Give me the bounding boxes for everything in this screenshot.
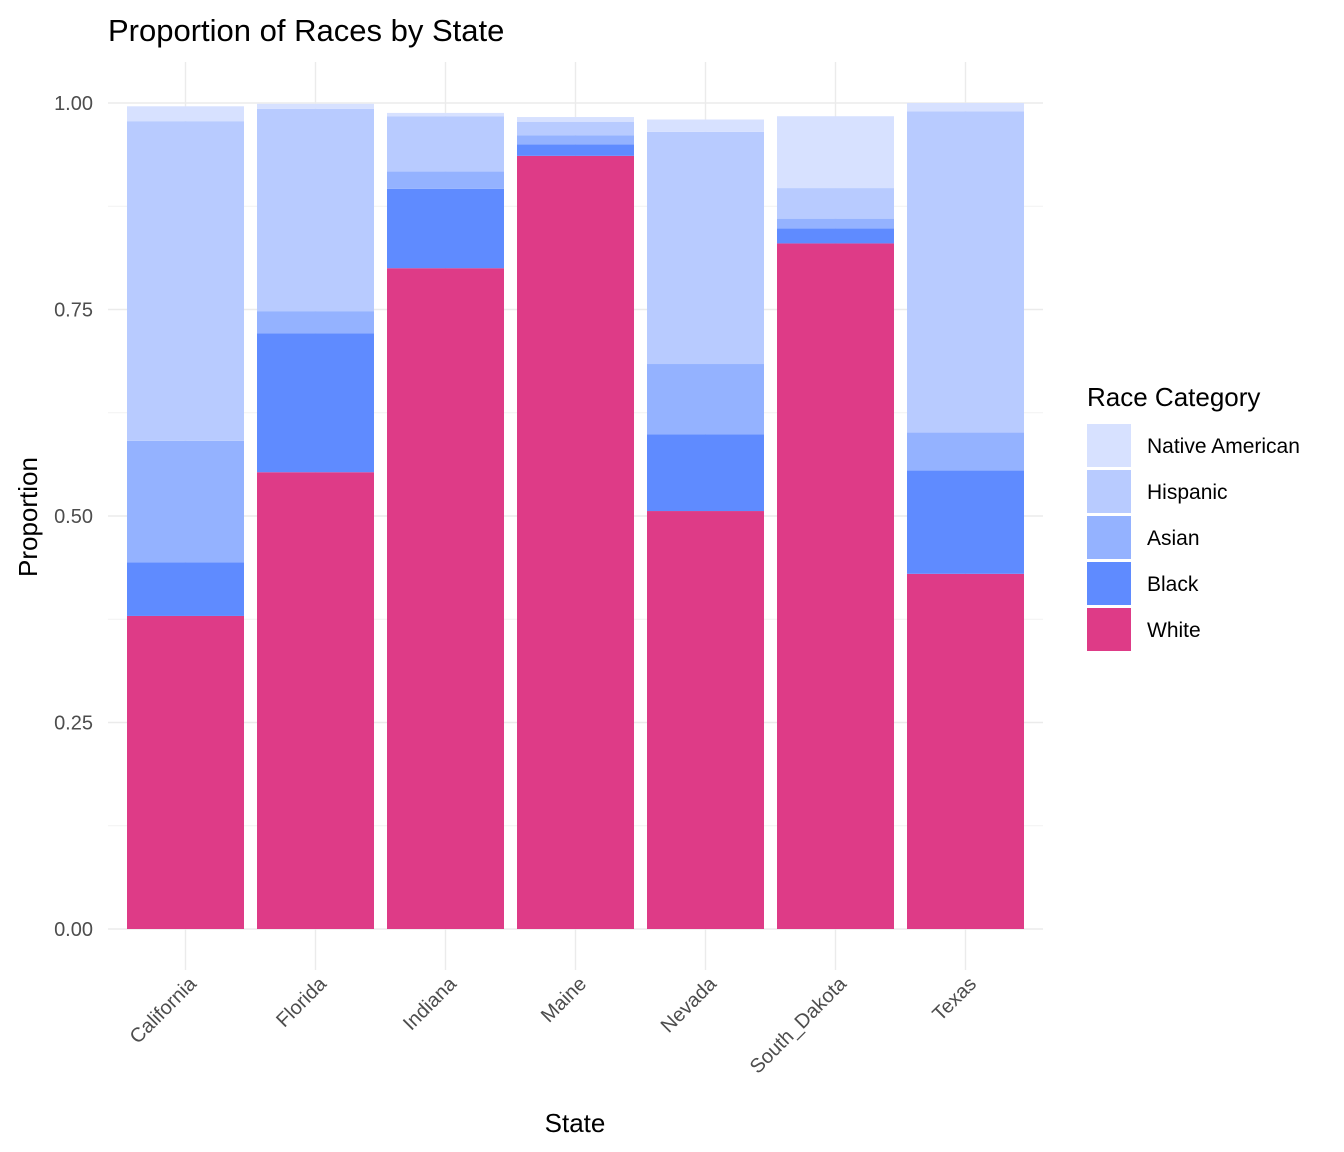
bar-segment-hispanic	[387, 116, 504, 172]
bar-segment-black	[387, 188, 504, 269]
x-axis-ticks: California Florida Indiana Maine Nevada South…	[126, 972, 981, 1078]
bar-segment-native-american	[387, 112, 504, 117]
legend-title: Race Category	[1087, 382, 1260, 412]
bar-segment-asian	[127, 440, 244, 563]
legend-key-asian	[1087, 516, 1131, 559]
bar-segment-black	[777, 228, 894, 244]
bar-segment-native-american	[257, 103, 374, 109]
bar-segment-black	[517, 144, 634, 156]
bar-segment-hispanic	[907, 111, 1024, 433]
x-tick-label: Nevada	[657, 972, 722, 1037]
bar-segment-native-american	[907, 103, 1024, 112]
bar-segment-white	[907, 573, 1024, 929]
bar-segment-asian	[387, 171, 504, 189]
x-tick-label: South_Dakota	[746, 972, 852, 1078]
y-tick-label: 0.75	[54, 300, 93, 322]
y-tick-label: 1.00	[54, 93, 93, 115]
legend-label: Black	[1147, 573, 1199, 596]
bar-segment-asian	[257, 311, 374, 334]
bar-segment-black	[907, 470, 1024, 574]
bar-segment-white	[387, 268, 504, 929]
bar-segment-black	[127, 562, 244, 616]
bar-segment-asian	[907, 432, 1024, 471]
legend-key-native-american	[1087, 424, 1131, 467]
legend-label: Native American	[1147, 435, 1300, 458]
bar-segment-black	[257, 333, 374, 473]
x-tick-label: Florida	[272, 972, 331, 1031]
bars	[127, 103, 1024, 930]
bar-segment-white	[257, 472, 374, 929]
bar-segment-black	[647, 434, 764, 512]
legend-label: Asian	[1147, 527, 1200, 550]
bar-segment-white	[777, 243, 894, 930]
legend-key-black	[1087, 562, 1131, 605]
bar-segment-hispanic	[777, 188, 894, 219]
bar-segment-hispanic	[257, 108, 374, 312]
bar-segment-hispanic	[127, 121, 244, 441]
y-tick-label: 0.50	[54, 506, 93, 528]
bar-segment-white	[517, 155, 634, 929]
bar-segment-native-american	[517, 117, 634, 122]
y-axis-title: Proportion	[13, 457, 43, 577]
y-axis-ticks: 0.00 0.25 0.50 0.75 1.00	[54, 93, 93, 941]
bar-segment-native-american	[647, 119, 764, 132]
y-tick-label: 0.00	[54, 919, 93, 941]
x-tick-label: Texas	[929, 973, 982, 1026]
x-tick-label: Maine	[537, 973, 591, 1027]
bar-segment-asian	[777, 218, 894, 229]
bar-segment-native-american	[127, 106, 244, 122]
x-tick-label: California	[126, 972, 202, 1048]
bar-segment-hispanic	[647, 131, 764, 365]
bar-segment-white	[127, 615, 244, 929]
legend-key-hispanic	[1087, 470, 1131, 513]
legend-label: White	[1147, 619, 1201, 642]
bar-segment-white	[647, 511, 764, 929]
x-tick-label: Indiana	[399, 972, 462, 1035]
legend-key-white	[1087, 608, 1131, 651]
bar-segment-hispanic	[517, 121, 634, 136]
bar-segment-asian	[647, 364, 764, 435]
bar-segment-asian	[517, 135, 634, 145]
y-tick-label: 0.25	[54, 713, 93, 735]
legend-label: Hispanic	[1147, 481, 1228, 504]
bar-segment-native-american	[777, 116, 894, 189]
legend: Race Category Native American Hispanic Asi…	[1087, 382, 1300, 651]
chart-title: Proportion of Races by State	[108, 13, 504, 48]
x-axis-title: State	[545, 1108, 606, 1138]
